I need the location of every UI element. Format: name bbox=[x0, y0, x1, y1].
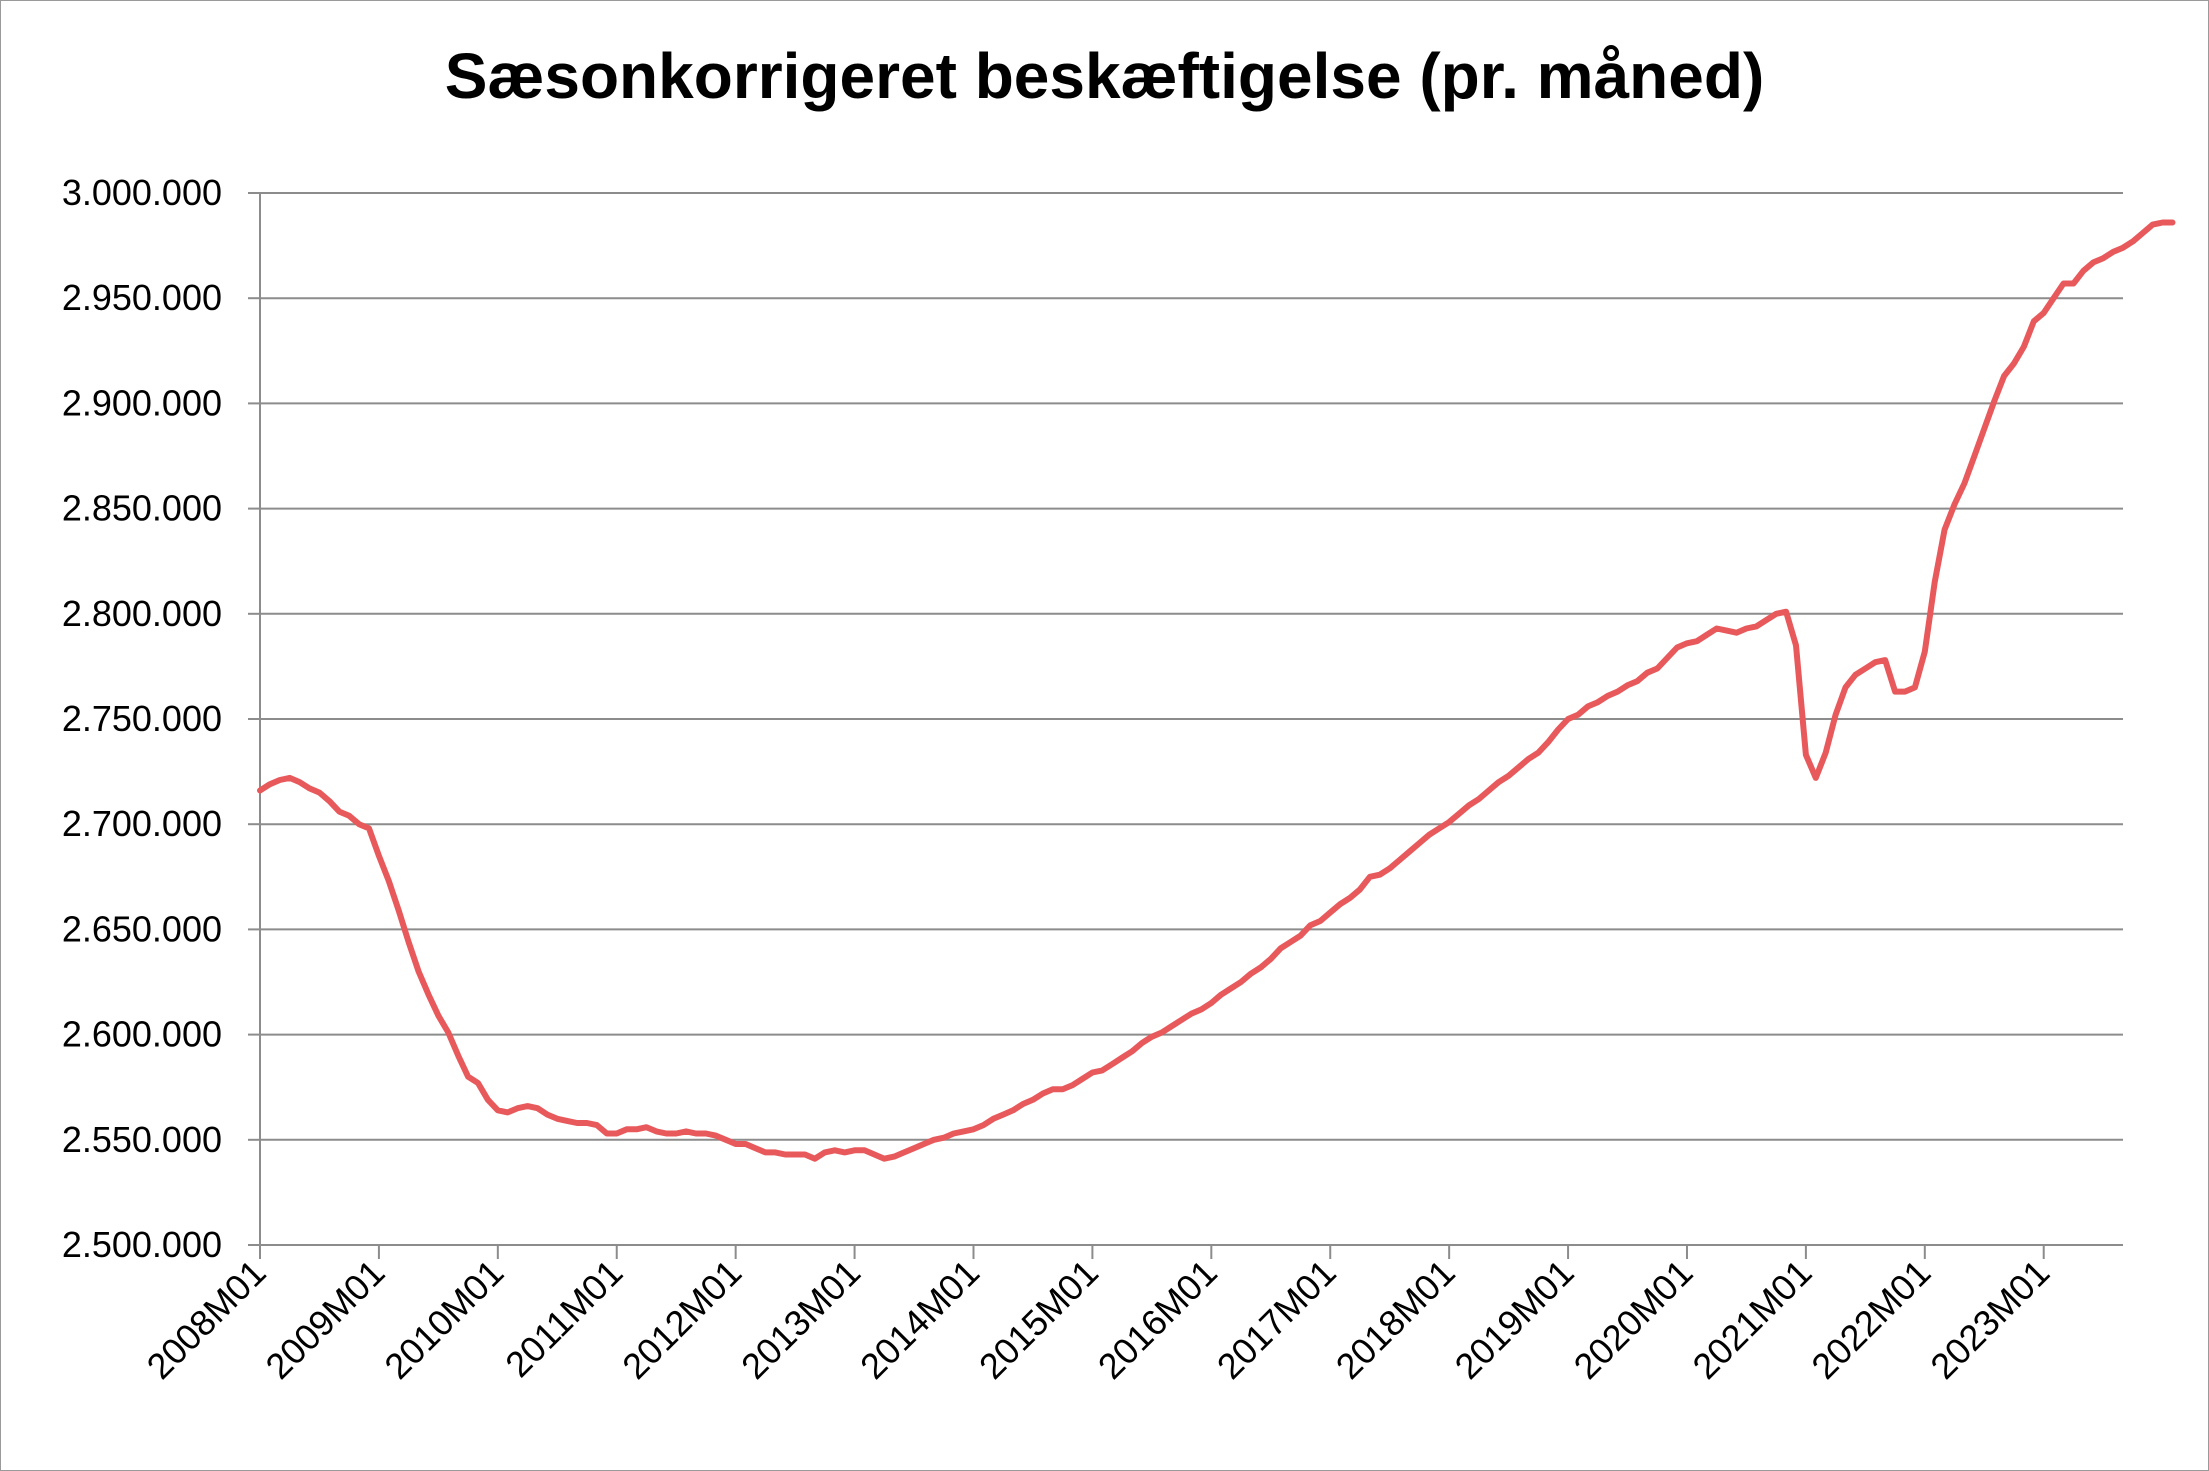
x-tick-label: 2015M01 bbox=[971, 1252, 1106, 1387]
y-tick-label: 2.950.000 bbox=[62, 277, 222, 318]
x-tick-label: 2013M01 bbox=[733, 1252, 868, 1387]
x-tick-label: 2023M01 bbox=[1922, 1252, 2057, 1387]
y-tick-label: 2.850.000 bbox=[62, 488, 222, 529]
x-tick-label: 2009M01 bbox=[257, 1252, 392, 1387]
x-tick-label: 2019M01 bbox=[1447, 1252, 1582, 1387]
x-tick-label: 2020M01 bbox=[1565, 1252, 1700, 1387]
y-tick-label: 2.800.000 bbox=[62, 593, 222, 634]
x-axis-tick-labels: 2008M012009M012010M012011M012012M012013M… bbox=[139, 1252, 2058, 1387]
axes bbox=[248, 192, 2123, 1259]
chart-title: Sæsonkorrigeret beskæftigelse (pr. måned… bbox=[444, 40, 1765, 112]
x-tick-label: 2011M01 bbox=[497, 1252, 630, 1385]
x-tick-label: 2014M01 bbox=[852, 1252, 987, 1387]
y-axis-tick-labels: 2.500.000 2.550.000 2.600.000 2.650.000 2.70… bbox=[62, 172, 222, 1265]
x-tick-label: 2018M01 bbox=[1328, 1252, 1463, 1387]
series-line bbox=[257, 219, 2176, 1162]
x-tick-label: 2021M01 bbox=[1684, 1252, 1819, 1387]
series-layer bbox=[257, 219, 2176, 1162]
y-tick-label: 2.700.000 bbox=[62, 803, 222, 844]
y-tick-label: 2.600.000 bbox=[62, 1014, 222, 1055]
y-tick-label: 3.000.000 bbox=[62, 172, 222, 213]
y-tick-label: 2.550.000 bbox=[62, 1119, 222, 1160]
y-tick-label: 2.900.000 bbox=[62, 382, 222, 423]
x-tick-label: 2022M01 bbox=[1803, 1252, 1938, 1387]
gridlines bbox=[260, 192, 2123, 1141]
x-tick-label: 2012M01 bbox=[614, 1252, 749, 1387]
x-tick-label: 2008M01 bbox=[139, 1252, 274, 1387]
x-tick-label: 2017M01 bbox=[1209, 1252, 1344, 1387]
y-tick-label: 2.500.000 bbox=[62, 1224, 222, 1265]
y-tick-label: 2.650.000 bbox=[62, 908, 222, 949]
x-tick-label: 2016M01 bbox=[1090, 1252, 1225, 1387]
x-tick-label: 2010M01 bbox=[376, 1252, 511, 1387]
y-tick-label: 2.750.000 bbox=[62, 698, 222, 739]
